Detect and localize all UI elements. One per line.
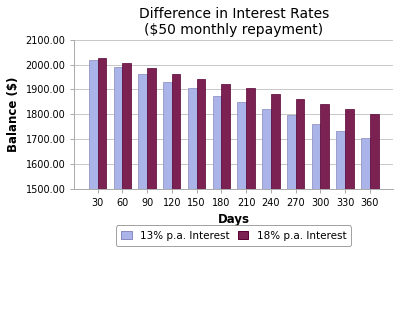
Title: Difference in Interest Rates
($50 monthly repayment): Difference in Interest Rates ($50 monthl… [139, 7, 329, 37]
Bar [188, 88, 196, 330]
Bar [98, 57, 106, 330]
Bar [336, 131, 345, 330]
Bar [320, 104, 329, 330]
Bar [345, 109, 354, 330]
Bar [271, 93, 280, 330]
Bar [238, 102, 246, 330]
Bar [361, 138, 370, 330]
Bar [114, 67, 122, 330]
Bar [122, 63, 131, 330]
Bar [163, 82, 172, 330]
Bar [147, 68, 156, 330]
Bar [296, 99, 304, 330]
Bar [287, 115, 296, 330]
Bar [213, 96, 221, 330]
Bar [262, 109, 271, 330]
Bar [172, 74, 180, 330]
Y-axis label: Balance ($): Balance ($) [7, 77, 20, 152]
Bar [312, 123, 320, 330]
Legend: 13% p.a. Interest, 18% p.a. Interest: 13% p.a. Interest, 18% p.a. Interest [116, 225, 352, 246]
Bar [370, 114, 378, 330]
Bar [196, 79, 205, 330]
Bar [138, 75, 147, 330]
Bar [221, 84, 230, 330]
Bar [89, 60, 98, 330]
Bar [246, 88, 255, 330]
X-axis label: Days: Days [218, 213, 250, 226]
